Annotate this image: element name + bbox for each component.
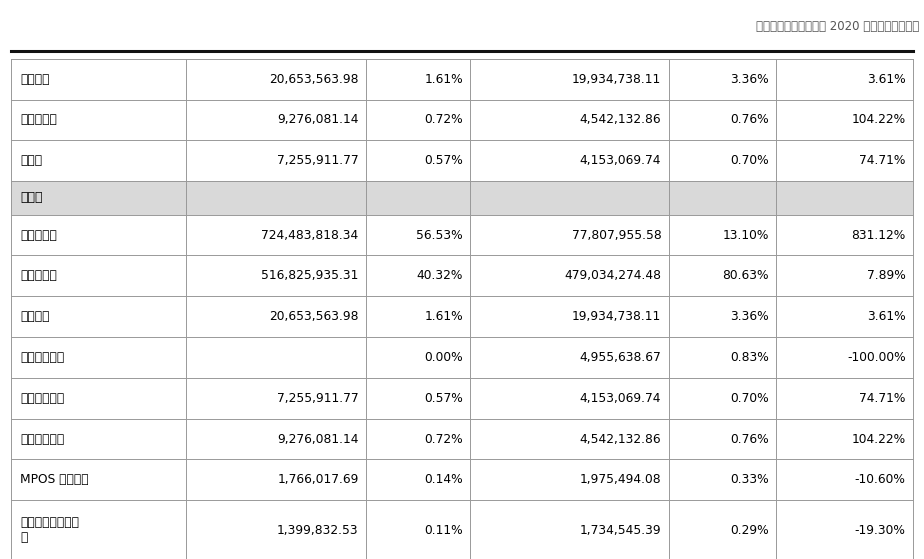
- Text: 40.32%: 40.32%: [417, 269, 463, 282]
- Text: 系统开发服务等其
他: 系统开发服务等其 他: [20, 517, 79, 544]
- Text: 20,653,563.98: 20,653,563.98: [269, 73, 359, 86]
- Text: 0.14%: 0.14%: [424, 473, 463, 486]
- Text: 3.36%: 3.36%: [730, 73, 769, 86]
- Text: 104.22%: 104.22%: [851, 433, 906, 446]
- Bar: [11, 378, 913, 419]
- Text: -10.60%: -10.60%: [855, 473, 906, 486]
- Text: 小额贷款业务: 小额贷款业务: [20, 392, 65, 405]
- Bar: [11, 337, 913, 378]
- Text: 7.89%: 7.89%: [867, 269, 906, 282]
- Text: 9,276,081.14: 9,276,081.14: [277, 113, 359, 126]
- Text: 20,653,563.98: 20,653,563.98: [269, 310, 359, 323]
- Text: 7,255,911.77: 7,255,911.77: [277, 392, 359, 405]
- Text: 80.63%: 80.63%: [723, 269, 769, 282]
- Text: 19,934,738.11: 19,934,738.11: [572, 310, 662, 323]
- Text: 保理业务: 保理业务: [20, 310, 50, 323]
- Text: 保理行业: 保理行业: [20, 73, 50, 86]
- Text: 3.61%: 3.61%: [867, 73, 906, 86]
- Bar: [11, 140, 913, 181]
- Text: 4,153,069.74: 4,153,069.74: [579, 154, 662, 167]
- Bar: [11, 459, 913, 500]
- Text: 0.72%: 0.72%: [424, 113, 463, 126]
- Text: 3.36%: 3.36%: [730, 310, 769, 323]
- Text: 仁东控股股份有限公司 2020 年半年度报告全文: 仁东控股股份有限公司 2020 年半年度报告全文: [756, 20, 919, 32]
- Text: 4,542,132.86: 4,542,132.86: [579, 433, 662, 446]
- Text: 831.12%: 831.12%: [851, 229, 906, 241]
- Bar: [11, 215, 913, 255]
- Text: 第三方支付: 第三方支付: [20, 269, 57, 282]
- Text: 供应链业务: 供应链业务: [20, 229, 57, 241]
- Text: 0.29%: 0.29%: [730, 524, 769, 537]
- Text: 0.57%: 0.57%: [424, 154, 463, 167]
- Text: 4,153,069.74: 4,153,069.74: [579, 392, 662, 405]
- Text: 724,483,818.34: 724,483,818.34: [261, 229, 359, 241]
- Text: 分产品: 分产品: [20, 191, 43, 205]
- Text: -100.00%: -100.00%: [847, 351, 906, 364]
- Text: 1,766,017.69: 1,766,017.69: [277, 473, 359, 486]
- Text: 74.71%: 74.71%: [859, 392, 906, 405]
- Text: 13.10%: 13.10%: [723, 229, 769, 241]
- Text: 0.76%: 0.76%: [730, 113, 769, 126]
- Bar: [11, 255, 913, 296]
- Text: 479,034,274.48: 479,034,274.48: [565, 269, 662, 282]
- Text: 0.00%: 0.00%: [424, 351, 463, 364]
- Text: 74.71%: 74.71%: [859, 154, 906, 167]
- Text: 0.70%: 0.70%: [730, 154, 769, 167]
- Text: 1,399,832.53: 1,399,832.53: [277, 524, 359, 537]
- Text: 0.76%: 0.76%: [730, 433, 769, 446]
- Text: MPOS 机具销售: MPOS 机具销售: [20, 473, 89, 486]
- Text: 信息服务业务: 信息服务业务: [20, 351, 65, 364]
- Bar: [11, 419, 913, 459]
- Text: 金融业: 金融业: [20, 154, 43, 167]
- Text: 4,542,132.86: 4,542,132.86: [579, 113, 662, 126]
- Text: 19,934,738.11: 19,934,738.11: [572, 73, 662, 86]
- Text: 1,975,494.08: 1,975,494.08: [579, 473, 662, 486]
- Text: 0.72%: 0.72%: [424, 433, 463, 446]
- Text: 4,955,638.67: 4,955,638.67: [579, 351, 662, 364]
- Text: 1.61%: 1.61%: [424, 73, 463, 86]
- Text: 56.53%: 56.53%: [417, 229, 463, 241]
- Text: 0.83%: 0.83%: [730, 351, 769, 364]
- Text: 融资租赁业务: 融资租赁业务: [20, 433, 65, 446]
- Text: 516,825,935.31: 516,825,935.31: [261, 269, 359, 282]
- Text: 77,807,955.58: 77,807,955.58: [572, 229, 662, 241]
- Text: 融资租赁业: 融资租赁业: [20, 113, 57, 126]
- Text: 104.22%: 104.22%: [851, 113, 906, 126]
- Bar: [11, 59, 913, 100]
- Text: 0.57%: 0.57%: [424, 392, 463, 405]
- Text: 9,276,081.14: 9,276,081.14: [277, 433, 359, 446]
- Text: 3.61%: 3.61%: [867, 310, 906, 323]
- Text: 1.61%: 1.61%: [424, 310, 463, 323]
- Bar: [11, 500, 913, 559]
- Text: 1,734,545.39: 1,734,545.39: [579, 524, 662, 537]
- Text: 0.11%: 0.11%: [424, 524, 463, 537]
- Text: 0.70%: 0.70%: [730, 392, 769, 405]
- Text: 0.33%: 0.33%: [730, 473, 769, 486]
- Bar: [11, 181, 913, 215]
- Text: 7,255,911.77: 7,255,911.77: [277, 154, 359, 167]
- Bar: [11, 100, 913, 140]
- Bar: [11, 296, 913, 337]
- Text: -19.30%: -19.30%: [855, 524, 906, 537]
